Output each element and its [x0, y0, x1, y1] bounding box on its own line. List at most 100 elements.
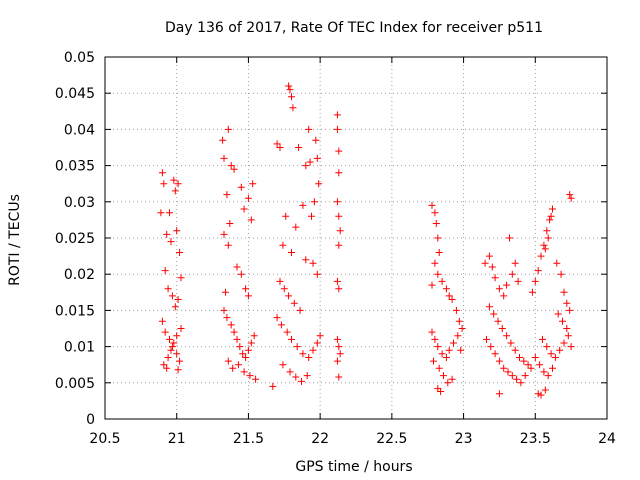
data-point — [336, 350, 344, 358]
data-point — [227, 321, 235, 329]
data-point — [171, 303, 179, 311]
data-point — [541, 245, 549, 253]
data-point — [450, 339, 457, 347]
data-point — [308, 212, 315, 220]
data-point — [279, 241, 287, 249]
data-point — [540, 368, 548, 376]
data-point — [249, 180, 257, 188]
data-point — [285, 292, 293, 300]
y-tick-label: 0.015 — [55, 303, 95, 319]
data-point — [440, 372, 447, 380]
axis-ticks — [104, 56, 608, 420]
data-point — [544, 234, 552, 242]
data-point — [158, 169, 166, 177]
data-point — [240, 368, 248, 376]
data-point — [166, 335, 173, 343]
data-point — [494, 317, 502, 325]
data-point — [316, 332, 324, 340]
data-point — [302, 256, 310, 264]
data-point — [160, 180, 168, 188]
data-point — [233, 263, 241, 271]
data-point — [442, 354, 450, 361]
data-point — [269, 382, 277, 390]
data-point — [158, 317, 166, 325]
data-point — [445, 292, 453, 300]
data-point — [303, 372, 311, 380]
data-point — [481, 259, 489, 267]
data-point — [250, 332, 258, 340]
data-point — [560, 339, 568, 347]
data-point — [333, 277, 341, 285]
data-point — [435, 249, 443, 256]
data-point — [520, 357, 528, 365]
data-point — [511, 346, 519, 354]
x-tick-label: 21 — [168, 431, 186, 447]
data-point — [495, 390, 503, 398]
data-point — [239, 350, 247, 358]
data-point — [292, 373, 300, 381]
data-point — [244, 292, 252, 300]
y-tick-label: 0.035 — [55, 159, 95, 175]
data-point — [177, 274, 185, 282]
data-point — [503, 332, 511, 340]
data-point — [442, 285, 450, 293]
data-point — [531, 354, 539, 361]
data-point — [174, 296, 182, 303]
data-point — [508, 372, 516, 380]
data-point — [173, 332, 181, 340]
data-point — [536, 361, 544, 369]
data-point — [306, 158, 314, 166]
data-point — [335, 285, 343, 293]
x-tick-label: 21.5 — [233, 431, 264, 447]
data-point — [566, 306, 574, 314]
data-point — [514, 277, 522, 285]
data-point — [163, 364, 171, 372]
data-point — [173, 227, 181, 235]
x-tick-label: 22.5 — [376, 431, 407, 447]
data-point — [244, 194, 252, 202]
data-point — [483, 335, 490, 343]
data-point — [430, 357, 437, 365]
data-point — [507, 339, 515, 347]
data-point — [537, 391, 545, 399]
data-point — [491, 274, 499, 282]
data-point — [547, 212, 555, 220]
data-point — [168, 292, 176, 300]
data-point — [445, 346, 453, 354]
data-point — [491, 350, 499, 358]
data-point — [434, 343, 442, 351]
data-point — [283, 328, 291, 336]
data-point — [485, 252, 493, 260]
data-point — [289, 104, 297, 112]
data-point — [176, 249, 184, 256]
plot-frame — [104, 56, 608, 420]
data-point — [285, 82, 293, 90]
data-point — [309, 259, 317, 267]
data-point — [500, 292, 508, 300]
data-point — [220, 230, 228, 238]
data-point — [244, 346, 252, 354]
data-point — [302, 162, 310, 170]
chart-title: Day 136 of 2017, Rate Of TEC Index for r… — [165, 20, 543, 36]
data-point — [273, 140, 281, 148]
data-point — [566, 191, 574, 199]
data-point — [168, 343, 176, 351]
data-point — [230, 165, 238, 173]
data-point — [299, 201, 307, 209]
grid-lines — [105, 57, 607, 419]
data-point — [335, 212, 343, 220]
data-point — [549, 364, 556, 372]
data-point — [488, 263, 496, 271]
data-point — [276, 144, 284, 151]
data-point — [544, 372, 552, 380]
data-point — [288, 335, 295, 343]
x-tick-label: 24 — [598, 431, 616, 447]
data-point — [335, 241, 343, 249]
data-point — [559, 317, 566, 325]
data-point — [305, 354, 313, 361]
data-point — [560, 288, 568, 296]
data-point — [224, 125, 232, 133]
data-point — [444, 379, 452, 387]
data-point — [219, 136, 227, 144]
data-point — [220, 154, 228, 162]
